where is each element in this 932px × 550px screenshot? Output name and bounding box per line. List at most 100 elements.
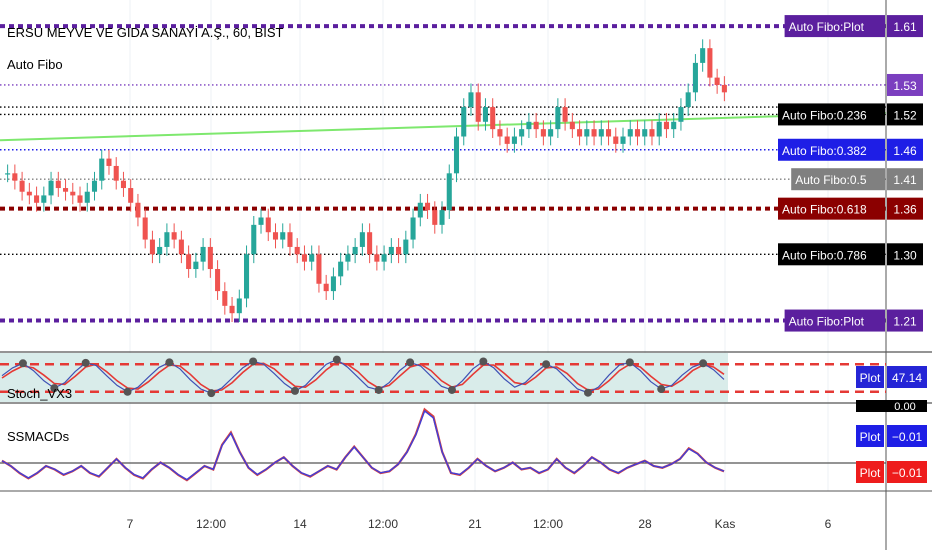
stoch-cross-dot-60 [625,358,634,367]
candle-body-45 [330,276,336,292]
candle-body-46 [338,261,344,277]
stoch-lines [1,355,725,398]
macd-signal-line [1,407,725,482]
fib-label-box-3 [778,103,885,126]
candle-body-80 [584,129,590,137]
candle-body-11 [84,191,90,203]
stoch-cross-dot-46 [479,357,488,366]
pane-value-text-1: −0.01 [892,430,923,444]
pane-value-text-0: 47.14 [892,371,922,385]
fib-label-box-4 [778,138,885,161]
candle-body-42 [309,254,315,262]
fib-label-box-0 [784,15,885,38]
candle-body-63 [461,107,467,137]
candle-body-1 [12,173,18,181]
candle-body-44 [323,283,329,292]
macd-title: SSMACDs [7,429,70,444]
indicator-title: Auto Fibo [7,57,63,72]
candle-body-36 [265,217,271,233]
candle-body-89 [649,129,655,137]
candle-body-8 [63,188,69,192]
candle-body-40 [294,246,300,255]
fib-label-box-5 [791,168,885,191]
stoch-cross-dot-39 [406,358,415,367]
candle-body-19 [142,217,148,240]
candle-body-60 [439,210,445,225]
candle-body-74 [540,129,546,137]
fib-label-box-6 [778,197,885,220]
candle-body-90 [656,121,662,137]
candle-body-27 [200,246,206,262]
moving-average-line [0,111,887,142]
fib-label-text-7: Auto Fibo:0.786 [782,248,867,262]
pane-label-text-1: Plot [860,430,881,444]
fib-value-text-3: 1.52 [893,108,917,122]
candle-body-15 [113,165,119,181]
candle-body-55 [403,239,409,255]
candle-body-41 [301,254,307,262]
stoch-title: Stoch_VX3 [7,386,72,401]
candle-body-75 [548,129,554,137]
candle-body-82 [598,129,604,137]
stoch-cross-dot-5 [50,384,59,393]
x-tick-5: 12:00 [533,517,563,531]
symbol-title: ERSU MEYVE VE GIDA SANAYİ A.Ş., 60, BIST [7,25,284,40]
candle-body-14 [106,158,112,166]
candle-body-7 [55,180,61,189]
candle-body-30 [222,291,228,306]
candle-body-6 [48,180,54,196]
candle-body-23 [171,232,177,240]
candle-body-43 [316,254,322,284]
grid-lines [129,0,829,491]
candle-body-91 [663,121,669,130]
candle-body-97 [707,48,713,78]
fib-value-box-1 [887,73,923,96]
fib-value-box-7 [887,243,923,266]
candle-body-22 [164,232,170,247]
candle-body-84 [613,136,619,144]
candle-body-29 [215,269,221,292]
candle-body-98 [714,77,720,85]
stoch-slow-line [1,361,725,392]
candle-body-21 [157,246,163,255]
fib-label-text-0: Auto Fibo:Plot [789,20,865,34]
fib-label-text-3: Auto Fibo:0.236 [782,108,867,122]
pane-extra-text: 0.00 [894,401,915,413]
candle-body-96 [700,48,706,63]
pane-label-text-2: Plot [860,466,881,480]
fib-value-box-0 [887,15,923,38]
x-tick-4: 21 [468,517,482,531]
candle-body-9 [70,191,76,196]
candle-body-99 [721,84,727,93]
candle-body-76 [555,107,561,130]
candle-body-53 [388,246,394,255]
candle-body-50 [367,232,373,255]
candle-body-5 [41,195,47,203]
time-axis-ticks: 7 12:00 14 12:00 21 12:00 28 Kas 6 [127,517,832,531]
stoch-cross-dot-20 [207,389,216,398]
candle-body-81 [591,129,597,137]
fib-label-text-8: Auto Fibo:Plot [789,315,865,329]
candle-body-37 [272,232,279,240]
candle-body-73 [533,121,539,130]
pane-value-box-1 [887,425,927,447]
candle-body-77 [562,107,568,122]
fib-value-text-6: 1.36 [893,203,917,217]
candle-body-69 [504,136,510,144]
candle-body-33 [244,254,250,299]
candle-body-58 [425,202,431,211]
candle-body-93 [678,107,684,122]
candle-body-56 [410,217,416,240]
candle-body-57 [417,202,423,218]
stoch-cross-dot-32 [332,355,341,364]
x-tick-2: 14 [293,517,307,531]
stoch-cross-dot-12 [123,387,132,396]
stoch-cross-dot-52 [542,360,551,369]
candle-body-64 [468,92,474,108]
candle-body-54 [396,246,402,255]
candle-body-10 [77,195,83,203]
fib-value-text-5: 1.41 [893,173,917,187]
candle-body-83 [606,129,612,137]
candle-body-49 [359,232,365,247]
fib-value-box-5 [887,168,923,191]
